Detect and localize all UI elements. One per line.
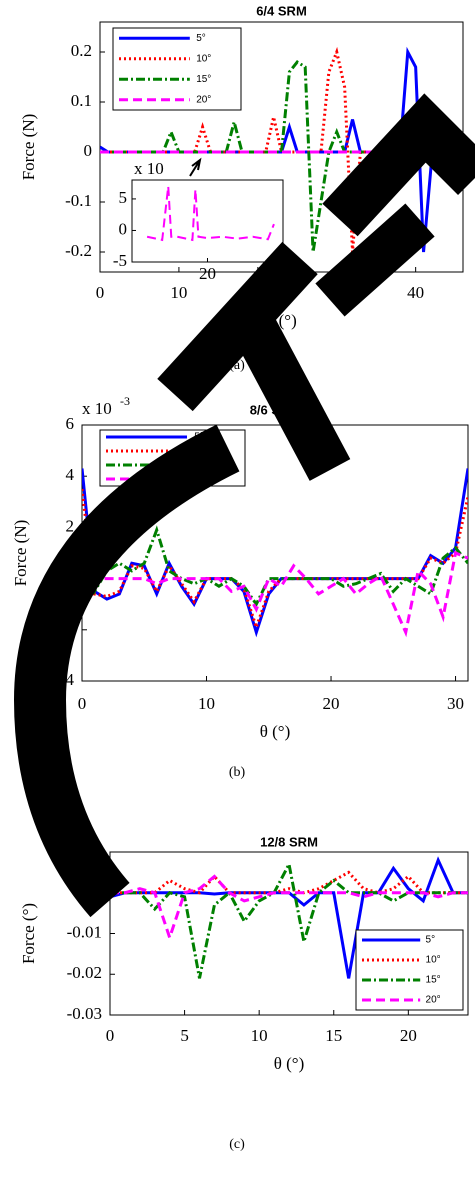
x-tick-label: 10 <box>198 694 215 713</box>
y-tick-label: -0.2 <box>65 241 92 260</box>
inset-y-tick-label: -5 <box>113 251 127 270</box>
y-tick-label: 0.2 <box>71 41 92 60</box>
inset-y-tick-label: 5 <box>119 188 128 207</box>
inset-area <box>131 179 284 263</box>
x-tick-label: 0 <box>78 694 87 713</box>
series-line <box>100 46 456 253</box>
legend-label: 10° <box>196 53 211 64</box>
x-tick-label: 10 <box>170 283 187 302</box>
y-tick-label: -0.01 <box>67 922 102 941</box>
y-tick-label: -0.02 <box>67 963 102 982</box>
series-line <box>110 859 468 979</box>
legend-label: 20° <box>196 94 211 105</box>
legend: 5° 10° 15° 20° <box>112 27 242 111</box>
axis-multiplier: x 10 <box>82 399 112 418</box>
inset-arrow <box>189 157 202 177</box>
redaction-overlay <box>13 93 475 918</box>
legend-box <box>355 929 464 1011</box>
series-group <box>82 468 468 638</box>
legend-box <box>112 27 242 111</box>
redaction-stroke <box>229 309 351 481</box>
legend-label: 15° <box>426 975 441 986</box>
y-tick-label: -0.03 <box>67 1004 102 1023</box>
x-tick-label: 0 <box>106 1026 115 1045</box>
x-tick-label: 5 <box>180 1026 189 1045</box>
series-line <box>82 525 468 608</box>
series-line <box>110 874 468 943</box>
y-tick-label: 0.1 <box>71 91 92 110</box>
series-line <box>82 488 468 632</box>
inset-y-tick-label: 0 <box>119 219 128 238</box>
legend-label: 10° <box>426 955 441 966</box>
caption: (b) <box>229 765 246 780</box>
y-tick-label: -0.1 <box>65 191 92 210</box>
caption: (c) <box>229 1137 245 1152</box>
redaction-stroke <box>13 424 240 918</box>
x-axis-label: θ (°) <box>274 1054 305 1073</box>
chart-title: 12/8 SRM <box>260 834 318 849</box>
x-tick-label: 30 <box>447 694 464 713</box>
legend-label: 20° <box>426 995 441 1006</box>
legend-label: 5° <box>196 33 206 44</box>
axis-multiplier-exponent: -3 <box>120 394 130 408</box>
x-tick-label: 0 <box>96 283 105 302</box>
series-group <box>110 856 468 979</box>
y-tick-label: 6 <box>66 414 75 433</box>
redaction-stroke <box>322 93 475 237</box>
redaction-stroke <box>315 203 435 317</box>
series-line <box>82 550 468 638</box>
y-axis-label: Force (N) <box>19 114 38 181</box>
y-tick-label: 2 <box>66 516 75 535</box>
legend: 5° 10° 15° 20° <box>355 929 464 1011</box>
y-axis-label: Force (°) <box>19 903 38 964</box>
x-axis-label: θ (°) <box>260 722 291 741</box>
series-line <box>146 186 275 242</box>
x-tick-label: 10 <box>251 1026 268 1045</box>
chart-title: 6/4 SRM <box>256 3 307 18</box>
redaction-stroke <box>157 241 318 412</box>
x-tick-label: 20 <box>323 694 340 713</box>
series-line <box>110 870 468 895</box>
inset-multiplier: x 10 <box>134 159 164 178</box>
y-tick-label: 0 <box>84 141 93 160</box>
x-tick-label: 40 <box>407 283 424 302</box>
x-tick-label: 15 <box>325 1026 342 1045</box>
legend-label: 15° <box>196 74 211 85</box>
inset-x-tick-label: 20 <box>199 264 216 283</box>
x-tick-label: 20 <box>400 1026 417 1045</box>
y-axis-label: Force (N) <box>11 520 30 587</box>
y-tick-label: 4 <box>66 465 75 484</box>
legend-label: 5° <box>426 935 436 946</box>
